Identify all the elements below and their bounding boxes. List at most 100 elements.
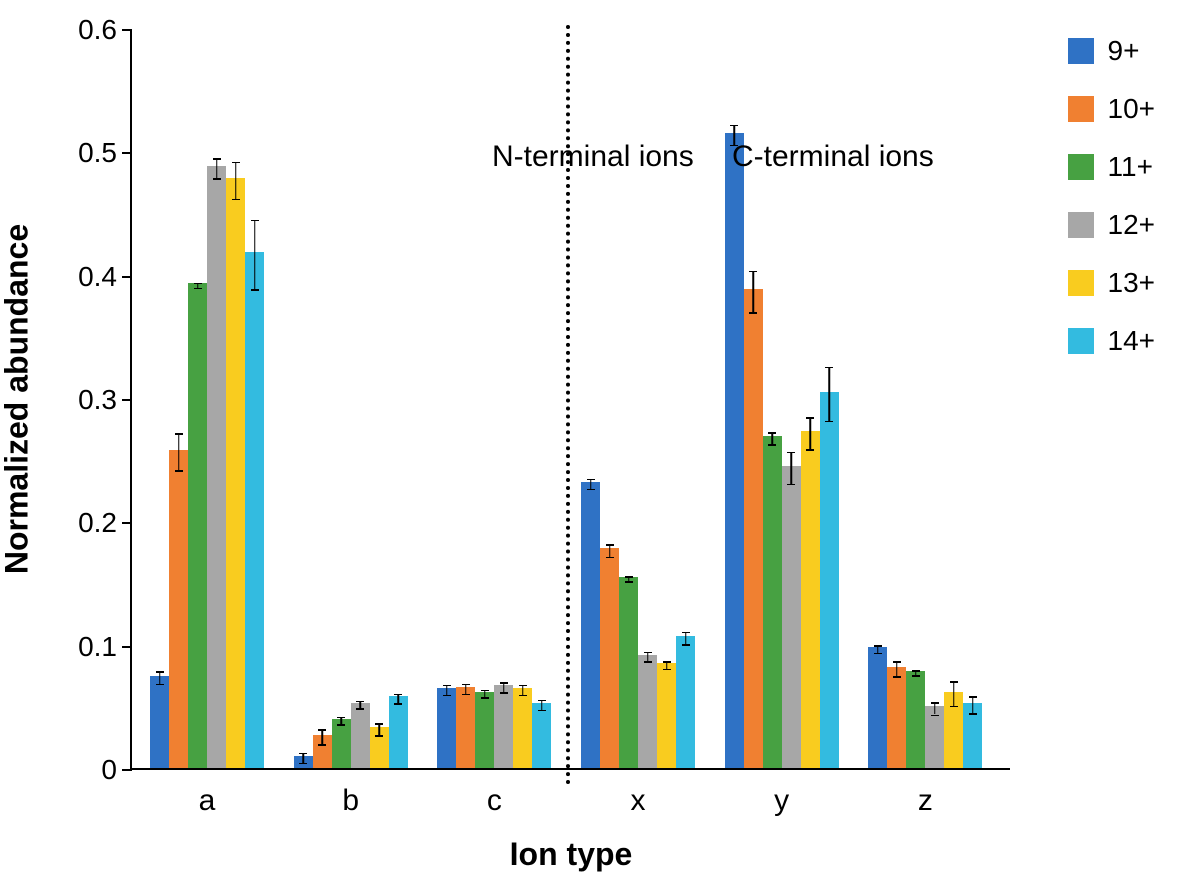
legend-label: 13+ xyxy=(1108,267,1156,299)
error-cap xyxy=(663,661,671,663)
y-tick-label: 0.5 xyxy=(62,137,117,169)
bar-y-13+ xyxy=(801,431,820,768)
error-bar xyxy=(828,367,830,421)
error-cap xyxy=(730,125,738,127)
error-bar xyxy=(934,702,936,714)
chart-annotation: N-terminal ions xyxy=(492,140,694,174)
error-cap xyxy=(156,671,164,673)
legend-swatch xyxy=(1068,154,1094,180)
error-cap xyxy=(606,544,614,546)
error-cap xyxy=(299,753,307,755)
legend-swatch xyxy=(1068,96,1094,122)
error-cap xyxy=(644,652,652,654)
error-cap xyxy=(893,661,901,663)
error-cap xyxy=(500,682,508,684)
error-bar xyxy=(178,433,180,470)
bar-x-10+ xyxy=(600,548,619,768)
error-cap xyxy=(874,653,882,655)
error-cap xyxy=(251,289,259,291)
error-bar xyxy=(771,432,773,444)
error-cap xyxy=(768,444,776,446)
error-bar xyxy=(235,162,237,199)
chart-annotation: C-terminal ions xyxy=(732,140,934,174)
error-cap xyxy=(663,669,671,671)
error-bar xyxy=(254,220,256,289)
bar-a-14+ xyxy=(245,252,264,768)
error-cap xyxy=(625,576,633,578)
error-cap xyxy=(299,763,307,765)
x-tick-label: x xyxy=(631,784,646,818)
legend-label: 9+ xyxy=(1108,35,1140,67)
bar-y-12+ xyxy=(782,466,801,768)
section-divider xyxy=(566,25,570,785)
error-bar xyxy=(752,271,754,313)
bar-z-9+ xyxy=(868,647,887,768)
bar-x-12+ xyxy=(638,655,657,768)
error-cap xyxy=(912,670,920,672)
error-cap xyxy=(806,417,814,419)
bar-a-9+ xyxy=(150,676,169,769)
error-cap xyxy=(443,685,451,687)
error-cap xyxy=(337,717,345,719)
y-tick-label: 0.2 xyxy=(62,507,117,539)
error-cap xyxy=(749,271,757,273)
y-tick xyxy=(122,29,132,31)
error-cap xyxy=(931,702,939,704)
error-cap xyxy=(625,581,633,583)
error-cap xyxy=(538,710,546,712)
error-cap xyxy=(394,694,402,696)
error-cap xyxy=(893,676,901,678)
error-cap xyxy=(481,690,489,692)
error-cap xyxy=(232,199,240,201)
x-tick-label: z xyxy=(918,784,933,818)
error-bar xyxy=(609,544,611,556)
error-cap xyxy=(768,432,776,434)
bar-a-13+ xyxy=(226,178,245,768)
bar-c-10+ xyxy=(456,687,475,768)
error-bar xyxy=(790,452,792,484)
bar-z-10+ xyxy=(887,667,906,768)
legend-item: 9+ xyxy=(1068,35,1156,67)
error-cap xyxy=(318,744,326,746)
y-tick-label: 0.4 xyxy=(62,261,117,293)
error-cap xyxy=(194,288,202,290)
error-cap xyxy=(874,645,882,647)
error-cap xyxy=(175,470,183,472)
error-cap xyxy=(950,681,958,683)
y-tick xyxy=(122,646,132,648)
legend-swatch xyxy=(1068,270,1094,296)
error-cap xyxy=(394,703,402,705)
error-cap xyxy=(682,644,690,646)
error-bar xyxy=(216,158,218,178)
x-tick-label: c xyxy=(487,784,502,818)
error-cap xyxy=(251,220,259,222)
error-cap xyxy=(156,684,164,686)
error-cap xyxy=(806,449,814,451)
bar-b-12+ xyxy=(351,703,370,768)
bar-y-14+ xyxy=(820,392,839,768)
error-cap xyxy=(481,697,489,699)
legend: 9+10+11+12+13+14+ xyxy=(1068,35,1156,383)
error-cap xyxy=(318,729,326,731)
error-cap xyxy=(825,421,833,423)
y-tick xyxy=(122,399,132,401)
bar-y-9+ xyxy=(725,133,744,768)
bar-y-11+ xyxy=(763,436,782,768)
error-cap xyxy=(462,684,470,686)
error-cap xyxy=(644,661,652,663)
error-bar xyxy=(159,671,161,683)
error-bar xyxy=(896,661,898,676)
error-cap xyxy=(912,675,920,677)
legend-item: 14+ xyxy=(1068,325,1156,357)
error-cap xyxy=(375,735,383,737)
legend-item: 10+ xyxy=(1068,93,1156,125)
legend-item: 12+ xyxy=(1068,209,1156,241)
error-cap xyxy=(950,706,958,708)
error-cap xyxy=(213,178,221,180)
legend-swatch xyxy=(1068,212,1094,238)
bar-z-11+ xyxy=(906,671,925,768)
legend-swatch xyxy=(1068,38,1094,64)
bar-a-11+ xyxy=(188,283,207,768)
error-bar xyxy=(809,417,811,449)
error-cap xyxy=(931,715,939,717)
